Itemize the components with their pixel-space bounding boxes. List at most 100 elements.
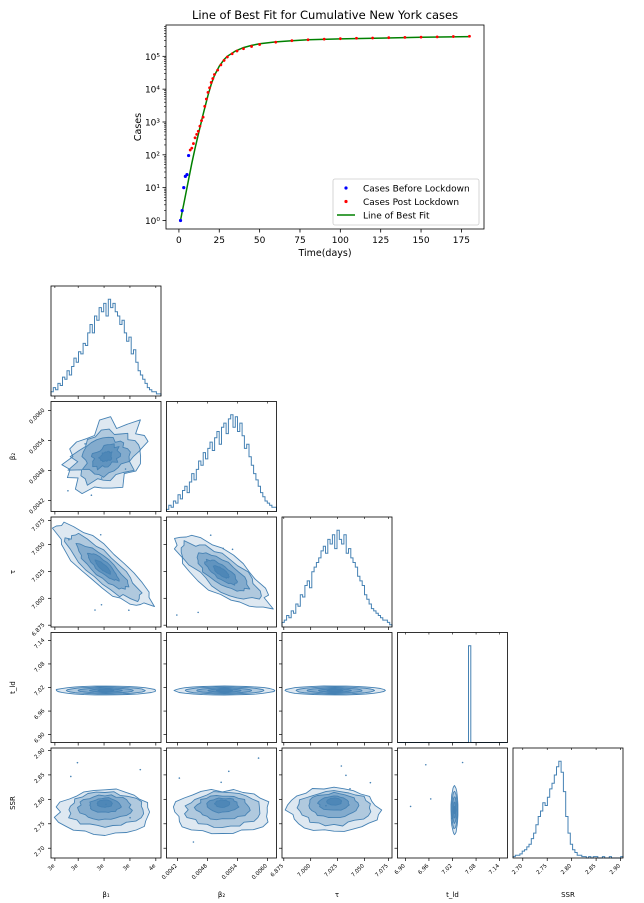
histogram-β₂ <box>166 414 277 512</box>
sample-point <box>129 816 131 819</box>
corner-panel-τ-vs-β₂ <box>163 516 277 630</box>
sample-point <box>178 777 181 779</box>
x-tick-label: 7.075 <box>374 863 390 879</box>
legend-swatch-before <box>344 186 348 190</box>
point-post-lockdown <box>222 59 226 62</box>
sample-point <box>220 781 222 784</box>
sample-point <box>105 803 107 806</box>
y-tick-label: 0.0042 <box>29 498 47 516</box>
x-tick-label: 0.0060 <box>251 863 269 881</box>
point-before-lockdown <box>178 218 183 223</box>
y-tick-label: 7.050 <box>31 541 47 557</box>
x-axis-label: Time(days) <box>297 248 351 259</box>
x-tick-label: 100 <box>332 236 349 246</box>
x-tick-label: 2.70 <box>511 863 524 876</box>
point-post-lockdown <box>230 52 234 56</box>
corner-panel-SSR-vs-β₁: 3e 3e 3e 3e 4e 2.70 2.75 2.80 2.85 2.90 <box>34 747 162 873</box>
point-post-lockdown <box>250 45 253 48</box>
sample-point <box>227 770 230 773</box>
x-tick-label: 2.90 <box>609 863 622 876</box>
y-tick-label: 10⁵ <box>145 53 160 63</box>
x-tick-label: 0.0054 <box>221 863 239 881</box>
point-post-lockdown <box>188 148 192 152</box>
point-post-lockdown <box>204 97 208 101</box>
point-before-lockdown <box>186 153 191 158</box>
x-tick-label: 4e <box>148 863 158 873</box>
corner-panel-SSR-vs-SSR: 2.70 2.75 2.80 2.85 2.90 <box>511 747 624 876</box>
point-post-lockdown <box>274 40 278 44</box>
point-post-lockdown <box>371 36 375 40</box>
x-tick-label: 175 <box>453 236 470 246</box>
legend-box <box>332 178 480 226</box>
corner-x-label-β₂: β₂ <box>218 891 225 899</box>
point-post-lockdown <box>468 34 471 38</box>
x-tick-label: 0.0042 <box>161 863 179 881</box>
x-tick-label: 3e <box>47 863 57 873</box>
plot-frame <box>165 24 485 230</box>
corner-panel-SSR-vs-β₂: 0.0042 0.0048 0.0054 0.0060 <box>161 747 277 881</box>
x-tick-label: 0.0048 <box>191 863 209 881</box>
corner-x-label-SSR: SSR <box>561 891 575 899</box>
point-post-lockdown <box>190 146 194 150</box>
y-tick-label: 2.85 <box>34 772 47 785</box>
x-tick-label: 2.85 <box>585 863 598 876</box>
y-tick-label: 2.70 <box>34 845 47 858</box>
sample-point <box>100 477 103 479</box>
y-tick-label: 0.0048 <box>29 467 47 485</box>
contour-level-5 <box>98 450 113 463</box>
contour-level-5 <box>212 565 230 579</box>
x-tick-label: 0 <box>176 236 182 246</box>
point-post-lockdown <box>213 73 216 76</box>
y-tick-label: 2.90 <box>34 747 47 760</box>
legend-label-fit: Line of Best Fit <box>363 212 430 222</box>
x-tick-label: 2.80 <box>560 863 573 876</box>
panel-frame <box>166 401 277 512</box>
corner-panel-t_ld-vs-τ <box>279 632 393 746</box>
sample-point <box>349 787 351 790</box>
corner-panel-τ-vs-τ <box>281 516 393 630</box>
y-tick-label: 6.90 <box>34 731 47 744</box>
x-tick-label: 3e <box>122 863 132 873</box>
panel-frame <box>50 285 162 397</box>
point-post-lockdown <box>201 115 205 119</box>
point-post-lockdown <box>338 37 342 41</box>
sample-point <box>429 798 432 800</box>
sample-point <box>369 781 372 784</box>
x-tick-label: 25 <box>214 236 225 246</box>
y-tick-label: 7.02 <box>34 685 47 698</box>
x-tick-label: 50 <box>254 236 266 246</box>
point-post-lockdown <box>208 86 211 90</box>
corner-y-label-β₂: β₂ <box>9 453 17 460</box>
sample-point <box>76 761 79 764</box>
y-tick-label: 6.875 <box>31 622 47 638</box>
point-post-lockdown <box>216 68 220 72</box>
point-post-lockdown <box>203 104 207 108</box>
point-post-lockdown <box>219 63 223 67</box>
y-tick-label: 6.96 <box>34 708 47 721</box>
panel-frame <box>166 747 277 859</box>
point-post-lockdown <box>403 35 407 39</box>
point-before-lockdown <box>185 172 189 177</box>
corner-panel-SSR-vs-τ: 6.875 7.000 7.025 7.050 7.075 <box>270 747 393 879</box>
sample-point <box>99 533 102 536</box>
contour-level-5 <box>96 799 113 808</box>
point-post-lockdown <box>306 38 310 42</box>
x-tick-label: 6.875 <box>270 863 286 879</box>
panel-frame <box>397 632 508 743</box>
y-tick-label: 10¹ <box>145 184 160 194</box>
corner-y-label-τ: τ <box>9 570 17 574</box>
x-tick-label: 150 <box>412 236 429 246</box>
corner-panel-SSR-vs-t_ld: 6.90 6.96 7.02 7.08 7.14 <box>394 747 508 876</box>
point-post-lockdown <box>355 36 358 40</box>
sample-point <box>69 775 72 778</box>
sample-point <box>176 614 178 616</box>
y-axis-label: Cases <box>133 113 144 141</box>
point-post-lockdown <box>209 81 213 84</box>
legend-label-before: Cases Before Lockdown <box>363 185 470 195</box>
sample-point <box>90 494 93 497</box>
corner-panel-β₂-vs-β₁: 0.0042 0.0048 0.0054 0.0060 <box>29 401 162 516</box>
x-tick-label: 7.08 <box>465 863 478 876</box>
histogram-β₁ <box>50 298 162 396</box>
chart-title: Line of Best Fit for Cumulative New York… <box>192 8 458 22</box>
corner-y-label-SSR: SSR <box>9 796 17 810</box>
